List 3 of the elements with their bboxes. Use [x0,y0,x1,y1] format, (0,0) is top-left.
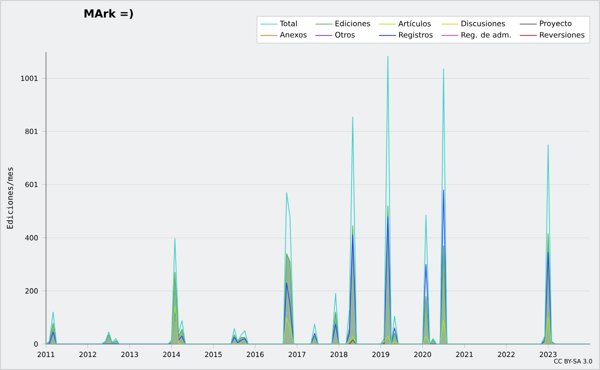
chart-title: MArk =) [84,9,133,19]
y-axis-title: Ediciones/mes [6,168,14,229]
line-series [46,56,590,344]
